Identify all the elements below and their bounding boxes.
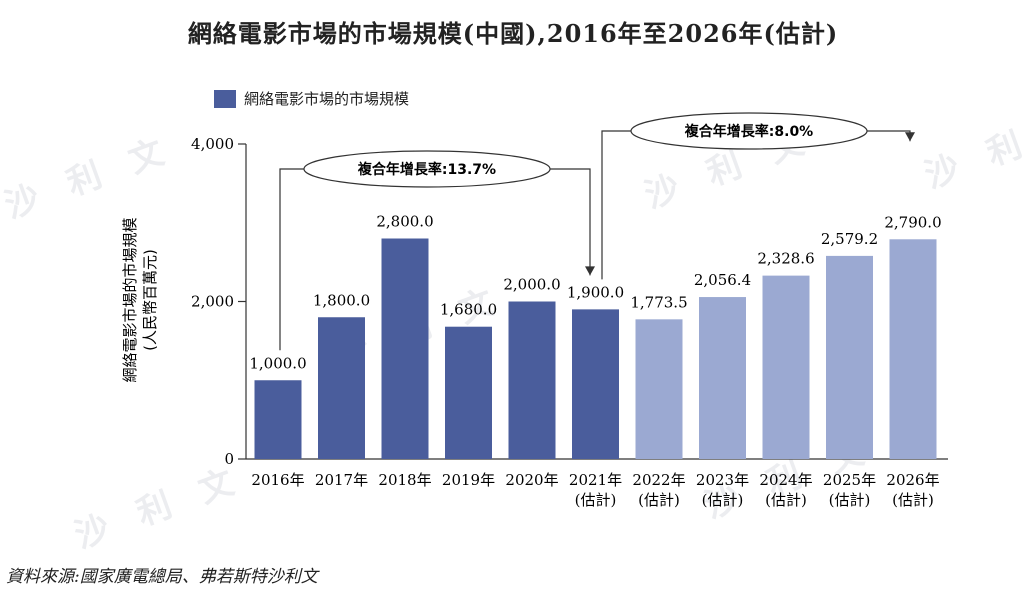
bar-value-label: 1,900.0 [567,283,624,301]
bar [826,255,873,459]
bar-value-label: 2,000.0 [503,276,560,294]
x-tick-note: (估計) [765,491,807,509]
legend-label: 網絡電影市場的市場規模 [244,90,410,108]
bar [762,275,810,459]
bar-value-label: 2,800.0 [376,213,433,231]
bar-value-label: 1,773.5 [630,293,687,311]
cagr-ellipse [630,112,868,150]
y-axis-label: 網絡電影市場的市場規模 [121,217,139,382]
bar [889,239,937,459]
bar [699,297,746,459]
bar-value-label: 1,000.0 [249,354,306,372]
bar-value-label: 1,800.0 [313,291,370,309]
x-tick-note: (估計) [702,491,744,509]
x-tick-label: 2021年 [569,471,622,489]
bar [318,317,365,459]
x-tick-label: 2019年 [442,471,495,489]
x-tick-label: 2023年 [696,471,749,489]
bar-value-label: 2,790.0 [884,213,941,231]
y-axis-unit: (人民幣百萬元) [141,249,159,351]
source-note: 資料來源:國家廣電總局、弗若斯特沙利文 [6,567,318,587]
bar [445,326,492,459]
x-tick-label: 2026年 [886,471,939,489]
bar [254,380,302,459]
x-tick-label: 2025年 [823,471,876,489]
cagr-label: 複合年增長率:13.7% [357,161,496,178]
legend-swatch [214,89,236,108]
bar-value-label: 2,579.2 [821,230,878,248]
x-tick-label: 2024年 [759,471,812,489]
x-tick-label: 2018年 [378,471,431,489]
bar [635,319,683,459]
bar-value-label: 1,680.0 [440,301,497,319]
cagr-arrowhead [585,266,595,276]
y-tick-label: 0 [224,450,234,468]
x-tick-note: (估計) [829,491,871,509]
y-tick-label: 4,000 [191,135,234,153]
x-tick-label: 2017年 [315,471,368,489]
bar [508,301,556,459]
x-tick-note: (估計) [892,491,934,509]
cagr-arrowhead [905,132,915,142]
y-tick-label: 2,000 [191,293,234,311]
bar [572,309,619,459]
bar-value-label: 2,328.6 [757,250,814,268]
x-tick-label: 2020年 [505,471,558,489]
cagr-ellipse [303,150,551,188]
cagr-label: 複合年增長率:8.0% [684,123,813,140]
bar-value-label: 2,056.4 [694,271,751,289]
x-tick-note: (估計) [638,491,680,509]
legend: 網絡電影市場的市場規模 [214,88,409,109]
x-tick-label: 2022年 [632,471,685,489]
bar [381,238,429,459]
chart-title: 網絡電影市場的市場規模(中國),2016年至2026年(估計) [187,19,839,48]
x-tick-note: (估計) [575,491,617,509]
x-tick-label: 2016年 [251,471,304,489]
